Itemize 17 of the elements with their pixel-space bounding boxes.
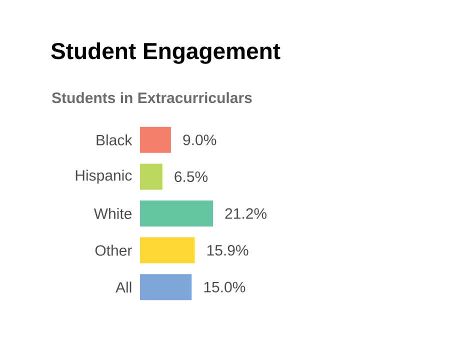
bar [140,164,162,190]
data-label: 21.2% [225,208,267,219]
bar [140,274,192,300]
y-tick-label: All [116,282,132,293]
bar [140,237,195,264]
bar [140,126,171,153]
y-tick-label: White [94,208,132,220]
chart-subtitle: Students in Extracurriculars [52,92,252,104]
bar [140,200,213,227]
y-tick-label: Other [95,244,132,256]
chart-title: Student Engagement [51,42,280,64]
y-tick-label: Hispanic [76,170,132,184]
y-tick-label: Black [96,134,132,146]
data-label: 9.0% [183,134,216,146]
data-label: 15.9% [207,244,248,256]
data-label: 6.5% [174,171,208,182]
data-label: 15.0% [204,282,246,292]
